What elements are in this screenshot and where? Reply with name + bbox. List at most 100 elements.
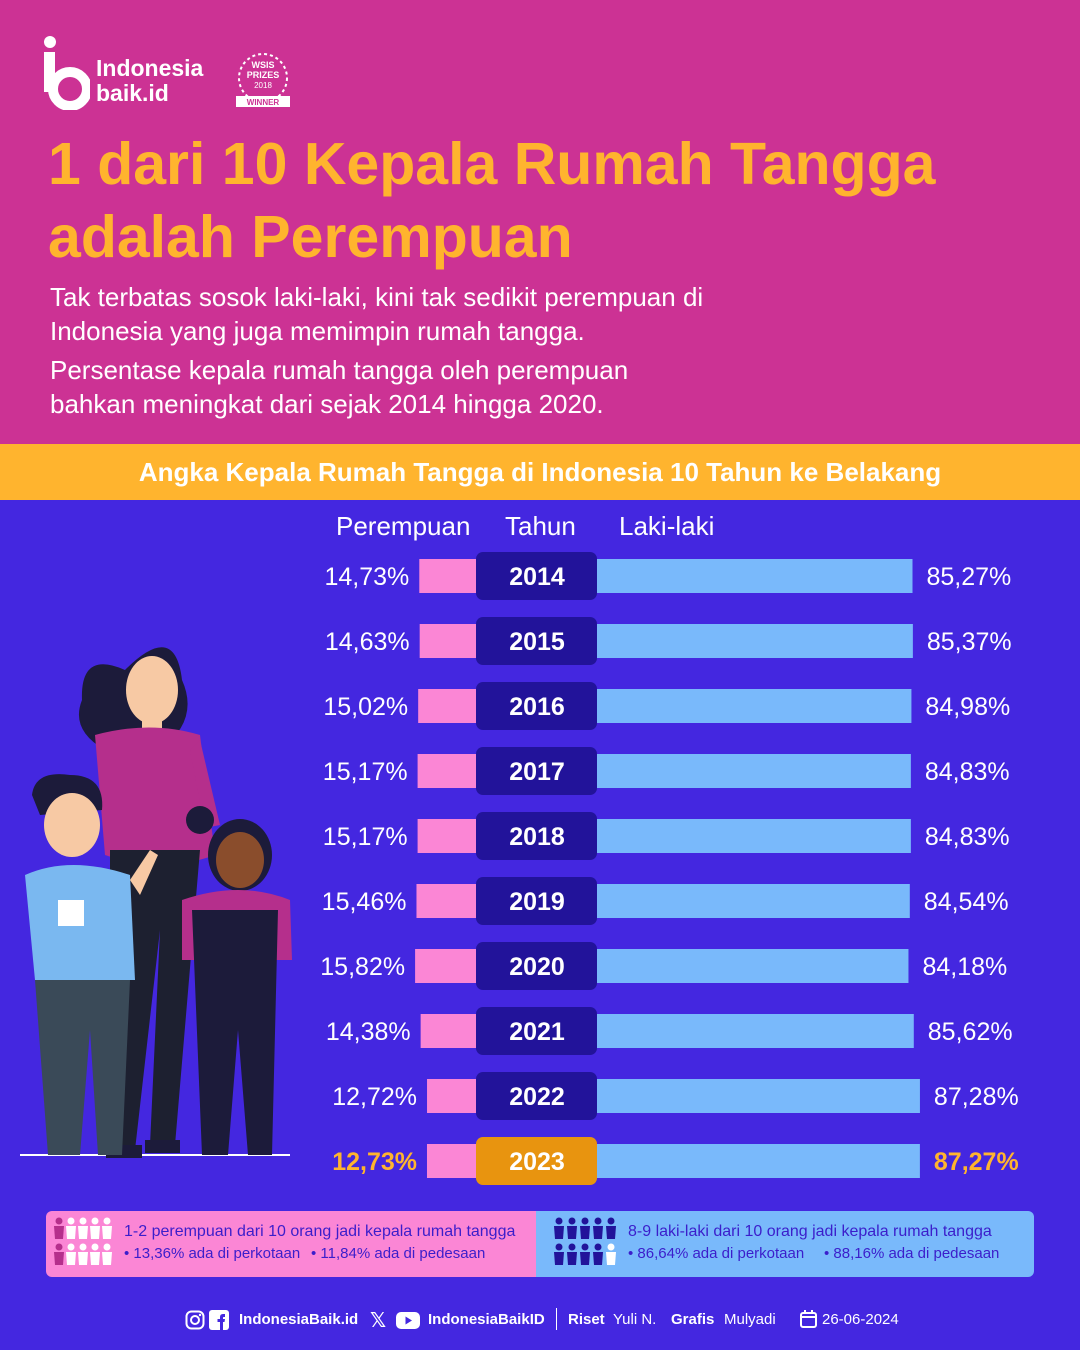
credits-bar: IndonesiaBaik.id 𝕏 IndonesiaBaikID Riset… xyxy=(0,1300,1080,1340)
male-bar xyxy=(597,884,910,918)
male-bar xyxy=(597,949,909,983)
female-pictogram-body xyxy=(66,1226,76,1239)
title-line2: adalah Perempuan xyxy=(48,204,573,270)
year-box xyxy=(476,942,597,990)
year-box xyxy=(476,682,597,730)
male-pictogram-head xyxy=(555,1243,563,1251)
male-pictogram-body xyxy=(554,1252,564,1265)
youtube-icon xyxy=(396,1312,420,1329)
summary-female-detail-2: • 11,84% ada di pedesaan xyxy=(311,1245,486,1262)
x-icon: 𝕏 xyxy=(370,1310,387,1332)
male-value-label: 87,27% xyxy=(934,1148,1019,1176)
svg-text:WINNER: WINNER xyxy=(247,98,280,107)
svg-text:2018: 2018 xyxy=(254,81,272,90)
column-header-year: Tahun xyxy=(505,511,576,541)
year-label: 2016 xyxy=(509,693,565,721)
male-pictogram-body xyxy=(593,1252,603,1265)
female-pictogram-head xyxy=(67,1243,75,1251)
male-pictogram-body xyxy=(606,1252,616,1265)
title-line1: 1 dari 10 Kepala Rumah Tangga xyxy=(48,131,936,197)
female-value-label: 14,38% xyxy=(326,1018,411,1046)
female-value-label: 15,17% xyxy=(323,823,408,851)
male-pictogram-head xyxy=(568,1243,576,1251)
male-bar xyxy=(597,819,911,853)
female-value-label: 15,17% xyxy=(323,758,408,786)
female-pictogram-head xyxy=(91,1217,99,1225)
male-pictogram-head xyxy=(594,1217,602,1225)
svg-text:PRIZES: PRIZES xyxy=(247,70,280,80)
subtitle-paragraph-1: Tak terbatas sosok laki-laki, kini tak s… xyxy=(50,280,910,348)
female-bar xyxy=(419,624,476,658)
year-label: 2022 xyxy=(509,1083,565,1111)
female-value-label: 14,63% xyxy=(325,628,410,656)
female-bar xyxy=(426,1144,476,1178)
female-people-icon xyxy=(54,1217,112,1265)
instagram-icon xyxy=(185,1310,205,1330)
year-label: 2018 xyxy=(509,823,565,851)
mother-figure xyxy=(78,647,220,1158)
male-bar xyxy=(597,689,912,723)
credit-handle-1: IndonesiaBaik.id xyxy=(239,1311,359,1328)
credit-riset-label: Riset xyxy=(568,1311,605,1328)
female-pictogram-body xyxy=(90,1226,100,1239)
female-pictogram-body xyxy=(78,1226,88,1239)
family-illustration xyxy=(20,647,292,1158)
female-value-label: 14,73% xyxy=(324,563,409,591)
female-pictogram-body xyxy=(78,1252,88,1265)
female-value-label: 15,02% xyxy=(323,693,408,721)
year-box xyxy=(476,552,597,600)
female-value-label: 15,46% xyxy=(322,888,407,916)
female-bar xyxy=(417,754,476,788)
female-pictogram-head xyxy=(55,1217,63,1225)
year-box xyxy=(476,1007,597,1055)
male-value-label: 87,28% xyxy=(934,1083,1019,1111)
female-pictogram-body xyxy=(54,1226,64,1239)
year-box xyxy=(476,1137,597,1185)
female-bar xyxy=(416,884,476,918)
female-pictogram-body xyxy=(102,1252,112,1265)
female-pictogram-body xyxy=(54,1252,64,1265)
subtitle-p1-line1: Tak terbatas sosok laki-laki, kini tak s… xyxy=(50,282,704,312)
male-bar xyxy=(597,1014,914,1048)
female-pictogram-head xyxy=(103,1217,111,1225)
summary-female-title: 1-2 perempuan dari 10 orang jadi kepala … xyxy=(124,1223,516,1240)
male-pictogram-head xyxy=(594,1243,602,1251)
year-label: 2023 xyxy=(509,1148,565,1176)
male-pictogram-head xyxy=(581,1243,589,1251)
male-people-icon xyxy=(554,1217,616,1265)
year-box xyxy=(476,877,597,925)
female-bar xyxy=(417,819,476,853)
female-pictogram-head xyxy=(91,1243,99,1251)
female-pictogram-body xyxy=(66,1252,76,1265)
wsis-award-icon: WSIS PRIZES 2018 WINNER xyxy=(236,53,290,107)
subtitle-p2-line1: Persentase kepala rumah tangga oleh pere… xyxy=(50,355,629,385)
female-pictogram-body xyxy=(102,1226,112,1239)
year-label: 2014 xyxy=(509,563,565,591)
credit-grafis-name: Mulyadi xyxy=(724,1311,776,1328)
brand-logo: Indonesia baik.id WSIS PRIZES 2018 WINNE… xyxy=(44,36,304,116)
female-pictogram-head xyxy=(55,1243,63,1251)
female-bar xyxy=(427,1079,476,1113)
male-pictogram-head xyxy=(581,1217,589,1225)
year-box xyxy=(476,747,597,795)
male-value-label: 85,27% xyxy=(926,563,1011,591)
male-pictogram-head xyxy=(607,1217,615,1225)
female-pictogram-body xyxy=(90,1252,100,1265)
male-value-label: 84,18% xyxy=(922,953,1007,981)
female-pictogram-head xyxy=(79,1243,87,1251)
summary-female-detail-1: • 13,36% ada di perkotaan xyxy=(124,1245,301,1262)
female-bar xyxy=(418,689,476,723)
male-pictogram-body xyxy=(580,1226,590,1239)
male-value-label: 84,54% xyxy=(924,888,1009,916)
summary-male-title: 8-9 laki-laki dari 10 orang jadi kepala … xyxy=(628,1223,992,1240)
female-bar xyxy=(415,949,476,983)
male-pictogram-body xyxy=(554,1226,564,1239)
male-bar xyxy=(597,1144,920,1178)
male-value-label: 84,98% xyxy=(925,693,1010,721)
year-label: 2020 xyxy=(509,953,565,981)
male-pictogram-body xyxy=(567,1226,577,1239)
subtitle-paragraph-2: Persentase kepala rumah tangga oleh pere… xyxy=(50,353,910,421)
year-label: 2017 xyxy=(509,758,565,786)
year-label: 2021 xyxy=(509,1018,565,1046)
brand-line1: Indonesia xyxy=(96,55,204,81)
